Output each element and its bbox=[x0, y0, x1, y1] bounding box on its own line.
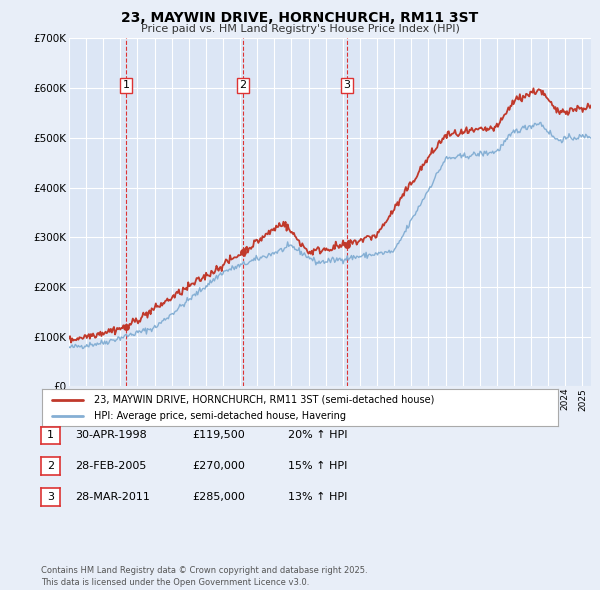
Text: 28-FEB-2005: 28-FEB-2005 bbox=[75, 461, 146, 471]
Text: 1: 1 bbox=[47, 431, 54, 440]
Text: 20% ↑ HPI: 20% ↑ HPI bbox=[288, 431, 347, 440]
Text: HPI: Average price, semi-detached house, Havering: HPI: Average price, semi-detached house,… bbox=[94, 411, 346, 421]
Text: Price paid vs. HM Land Registry's House Price Index (HPI): Price paid vs. HM Land Registry's House … bbox=[140, 24, 460, 34]
Text: £285,000: £285,000 bbox=[192, 492, 245, 502]
Text: Contains HM Land Registry data © Crown copyright and database right 2025.
This d: Contains HM Land Registry data © Crown c… bbox=[41, 566, 367, 587]
Text: £270,000: £270,000 bbox=[192, 461, 245, 471]
Text: 2: 2 bbox=[239, 80, 247, 90]
Text: 3: 3 bbox=[343, 80, 350, 90]
Text: 28-MAR-2011: 28-MAR-2011 bbox=[75, 492, 150, 502]
Text: 23, MAYWIN DRIVE, HORNCHURCH, RM11 3ST (semi-detached house): 23, MAYWIN DRIVE, HORNCHURCH, RM11 3ST (… bbox=[94, 395, 434, 405]
Text: 13% ↑ HPI: 13% ↑ HPI bbox=[288, 492, 347, 502]
Text: 3: 3 bbox=[47, 492, 54, 502]
Text: £119,500: £119,500 bbox=[192, 431, 245, 440]
Text: 23, MAYWIN DRIVE, HORNCHURCH, RM11 3ST: 23, MAYWIN DRIVE, HORNCHURCH, RM11 3ST bbox=[121, 11, 479, 25]
Text: 2: 2 bbox=[47, 461, 54, 471]
Text: 1: 1 bbox=[122, 80, 130, 90]
Text: 30-APR-1998: 30-APR-1998 bbox=[75, 431, 147, 440]
Text: 15% ↑ HPI: 15% ↑ HPI bbox=[288, 461, 347, 471]
